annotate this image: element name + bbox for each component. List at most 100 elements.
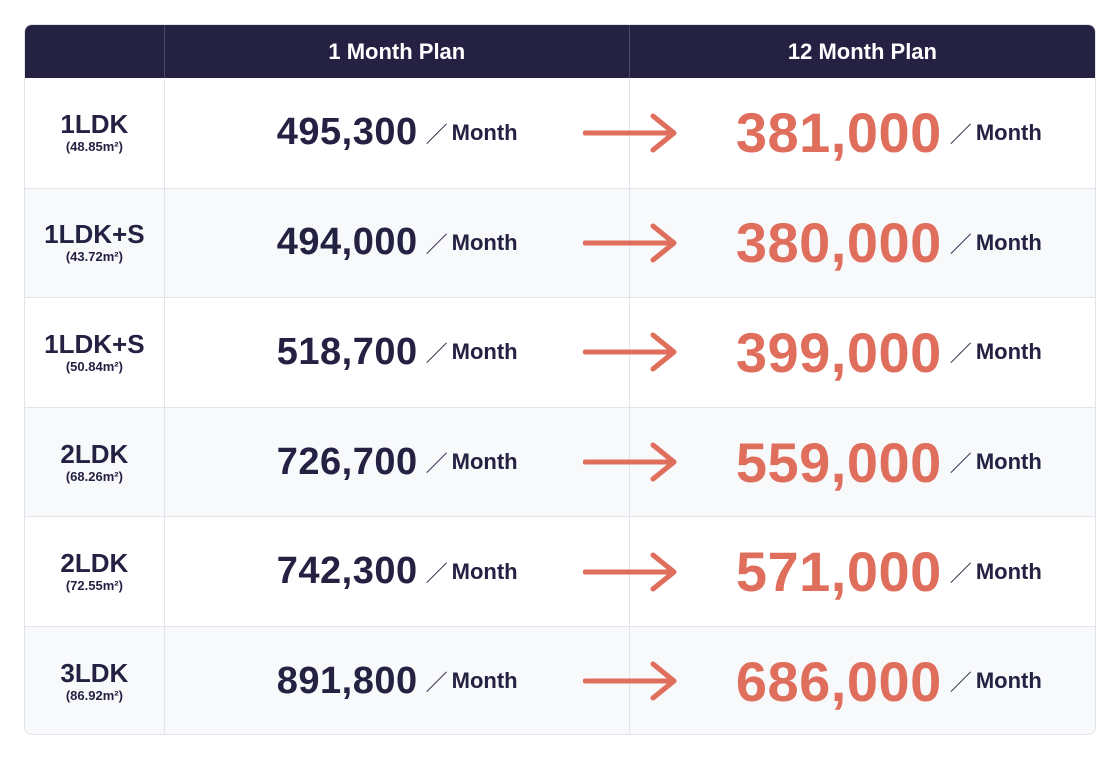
yearly-price-value: 559,000 <box>735 430 942 494</box>
monthly-price-cell: 495,300 ／ Month <box>165 78 677 188</box>
room-area-value: (68.26 <box>65 468 103 484</box>
yearly-price-cell: 571,000 ／ Month <box>630 517 1095 626</box>
room-area-value: (86.92 <box>65 687 103 703</box>
yearly-price-cell: 686,000 ／ Month <box>630 627 1095 734</box>
arrow-right-icon <box>582 332 677 372</box>
monthly-price: 726,700 ／ Month <box>277 408 518 517</box>
monthly-price-value: 494,000 <box>276 221 418 264</box>
yearly-price-cell: 399,000 ／ Month <box>630 298 1095 407</box>
monthly-price-value: 518,700 <box>276 330 418 373</box>
table-body: 1LDK (48.85m²) 495,300 ／ Month 381,000 ／… <box>25 78 1095 734</box>
monthly-price-value: 495,300 <box>276 111 418 154</box>
monthly-price-cell: 518,700 ／ Month <box>165 298 677 407</box>
room-area-close: ) <box>118 468 123 484</box>
monthly-price: 742,300 ／ Month <box>277 517 518 626</box>
room-area: (50.84m²) <box>66 359 123 375</box>
arrow-right-icon <box>582 442 677 482</box>
room-type: 2LDK <box>60 438 129 469</box>
room-area-unit: m² <box>102 358 119 374</box>
header-12-month-plan: 12 Month Plan <box>787 38 937 64</box>
per-month-label: Month <box>451 449 518 475</box>
room-area: (72.55m²) <box>66 578 123 594</box>
per-month-label: Month <box>451 229 518 255</box>
monthly-price-value: 891,800 <box>276 659 418 702</box>
table-row: 1LDK+S (50.84m²) 518,700 ／ Month 399,000… <box>25 297 1095 407</box>
arrow-right-icon <box>582 661 677 701</box>
yearly-price: 686,000 ／ Month <box>735 627 1042 734</box>
table-row: 2LDK (72.55m²) 742,300 ／ Month 571,000 ／… <box>25 516 1095 626</box>
monthly-price-cell: 891,800 ／ Month <box>165 626 677 734</box>
slash: ／ <box>949 121 972 147</box>
yearly-price-cell: 559,000 ／ Month <box>630 408 1095 517</box>
slash: ／ <box>425 451 448 477</box>
per-month-label: Month <box>451 558 518 584</box>
room-area-unit: m² <box>102 139 119 155</box>
yearly-price: 381,000 ／ Month <box>736 78 1042 188</box>
room-area-value: (72.55 <box>65 578 103 594</box>
per-month-label: Month <box>975 449 1042 475</box>
room-area-value: (48.85 <box>65 139 103 155</box>
room-area-unit: m² <box>102 578 119 594</box>
per-month-label: Month <box>975 339 1042 365</box>
room-type-cell: 1LDK+S (43.72m²) <box>25 188 165 298</box>
room-type: 1LDK <box>60 109 129 140</box>
monthly-price-cell: 726,700 ／ Month <box>165 407 677 517</box>
room-type-cell: 3LDK (86.92m²) <box>25 626 165 734</box>
arrow-right-icon <box>582 223 677 263</box>
per-month-label: Month <box>451 119 518 145</box>
room-area-unit: m² <box>102 249 119 265</box>
room-type-cell: 1LDK+S (50.84m²) <box>25 298 165 407</box>
table-row: 3LDK (86.92m²) 891,800 ／ Month 686,000 ／… <box>25 625 1095 734</box>
room-area-value: (43.72 <box>65 249 103 265</box>
per-month-label: Month <box>975 229 1042 255</box>
room-area-value: (50.84 <box>65 358 103 374</box>
monthly-price-cell: 494,000 ／ Month <box>165 188 677 298</box>
slash: ／ <box>949 560 972 586</box>
slash: ／ <box>425 121 448 147</box>
room-type-cell: 2LDK (68.26m²) <box>25 407 165 517</box>
table-row: 1LDK (48.85m²) 495,300 ／ Month 381,000 ／… <box>25 78 1095 188</box>
monthly-price-value: 726,700 <box>276 440 418 483</box>
per-month-label: Month <box>451 339 518 365</box>
header-type <box>25 25 165 78</box>
monthly-price: 518,700 ／ Month <box>277 298 518 407</box>
room-area-unit: m² <box>102 468 119 484</box>
yearly-price-value: 380,000 <box>735 211 942 275</box>
room-area-close: ) <box>118 687 123 703</box>
monthly-price: 891,800 ／ Month <box>276 627 518 734</box>
per-month-label: Month <box>975 558 1042 584</box>
yearly-price: 571,000 ／ Month <box>736 517 1042 626</box>
yearly-price-value: 686,000 <box>735 649 942 713</box>
room-area: (86.92m²) <box>66 688 123 704</box>
room-area: (48.85m²) <box>66 139 123 155</box>
yearly-price: 380,000 ／ Month <box>736 189 1042 298</box>
pricing-table: 1 Month Plan 12 Month Plan 1LDK (48.85m²… <box>24 24 1096 735</box>
header-1-month-plan: 1 Month Plan <box>165 25 630 78</box>
slash: ／ <box>425 231 448 257</box>
yearly-price-cell: 380,000 ／ Month <box>630 189 1095 298</box>
slash: ／ <box>949 451 972 477</box>
per-month-label: Month <box>975 119 1042 145</box>
yearly-price: 399,000 ／ Month <box>736 298 1042 407</box>
slash: ／ <box>949 231 972 257</box>
room-area: (43.72m²) <box>66 249 123 265</box>
arrow-right-icon <box>582 552 677 592</box>
table-row: 2LDK (68.26m²) 726,700 ／ Month 559,000 ／… <box>25 406 1095 517</box>
slash: ／ <box>949 341 972 367</box>
slash: ／ <box>949 670 972 696</box>
slash: ／ <box>425 341 448 367</box>
room-type: 2LDK <box>60 548 129 579</box>
monthly-price: 494,000 ／ Month <box>277 189 518 298</box>
arrow-right-icon <box>582 113 677 153</box>
room-type-cell: 1LDK (48.85m²) <box>25 78 165 188</box>
monthly-price: 495,300 ／ Month <box>277 78 518 188</box>
room-area-close: ) <box>118 578 123 594</box>
room-type: 1LDK+S <box>44 328 145 359</box>
room-area-close: ) <box>118 249 123 265</box>
room-area-close: ) <box>118 139 123 155</box>
room-area: (68.26m²) <box>66 469 123 485</box>
table-row: 1LDK+S (43.72m²) 494,000 ／ Month 380,000… <box>25 187 1095 298</box>
room-area-close: ) <box>118 358 123 374</box>
per-month-label: Month <box>451 668 518 694</box>
room-type: 3LDK <box>60 657 129 688</box>
